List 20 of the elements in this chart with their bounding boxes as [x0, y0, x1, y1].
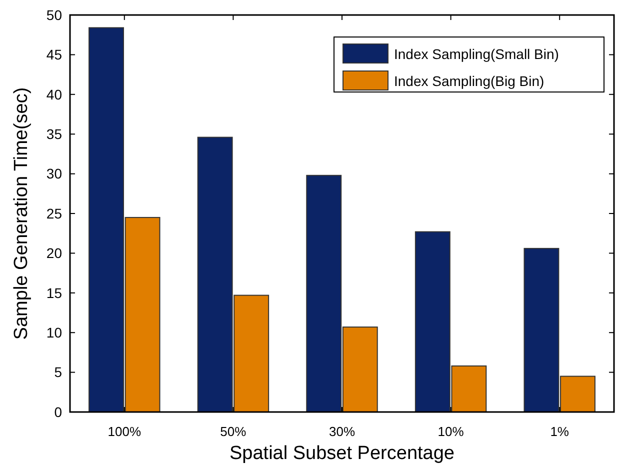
x-tick-label: 1% [550, 424, 570, 439]
x-tick-label: 50% [220, 424, 247, 439]
y-tick-label: 10 [46, 324, 62, 340]
y-tick-label: 15 [46, 284, 62, 301]
y-tick-label: 25 [46, 205, 62, 222]
x-tick-label: 30% [328, 424, 356, 439]
x-tick-label: 100% [108, 424, 142, 439]
y-tick-label: 20 [46, 245, 62, 262]
y-tick-label: 5 [54, 364, 62, 380]
y-tick-label: 40 [46, 86, 62, 102]
y-tick-label: 30 [46, 166, 62, 182]
legend-label: Index Sampling(Small Bin) [394, 46, 559, 62]
y-tick-label: 50 [46, 6, 62, 23]
legend-label: Index Sampling(Big Bin) [394, 72, 544, 89]
y-tick-label: 35 [46, 126, 62, 142]
y-axis-title: Sample Generation Time(sec) [11, 87, 32, 340]
x-tick-label: 10% [438, 424, 464, 439]
x-axis-title: Spatial Subset Percentage [230, 443, 454, 464]
y-tick-label: 0 [54, 404, 62, 420]
y-tick-label: 45 [46, 46, 62, 63]
